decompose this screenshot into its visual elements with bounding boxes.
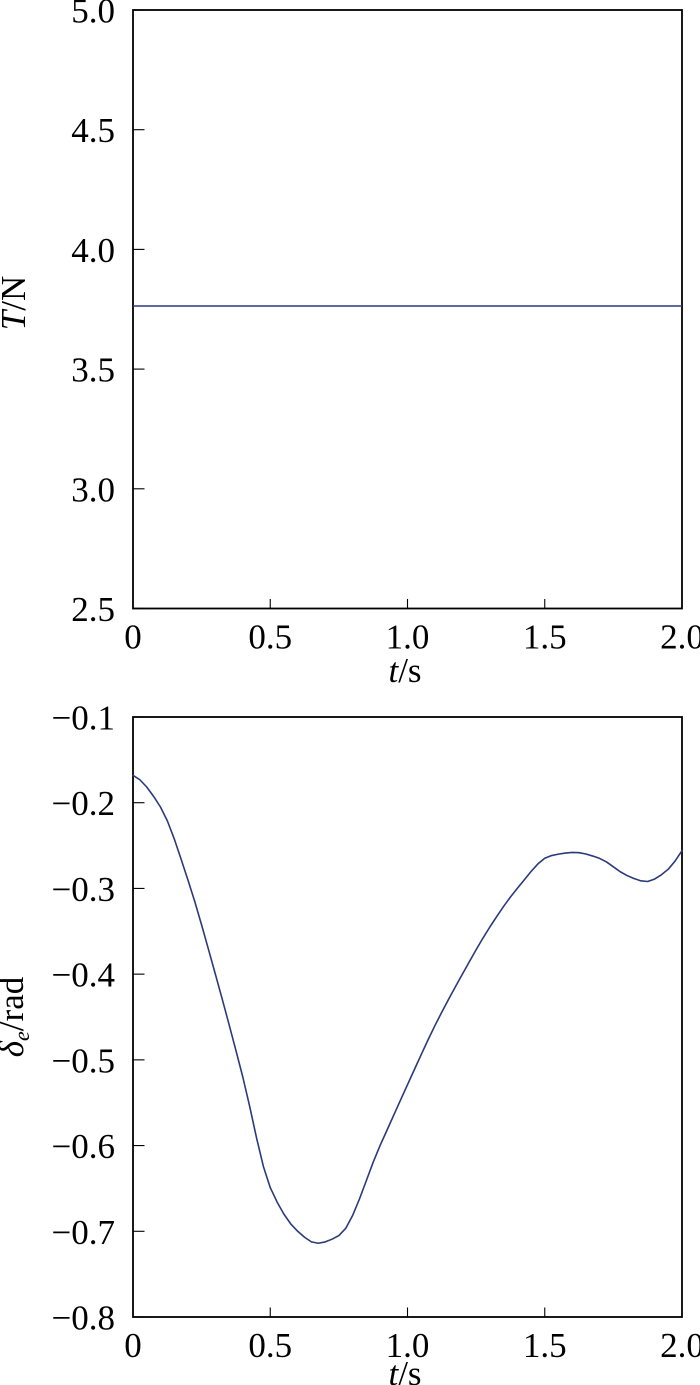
svg-text:T/N: T/N [0, 276, 33, 330]
svg-text:−0.7: −0.7 [52, 1213, 116, 1252]
svg-text:0.5: 0.5 [248, 1326, 292, 1365]
svg-text:3.5: 3.5 [71, 351, 115, 390]
svg-text:2.5: 2.5 [71, 590, 115, 629]
svg-text:−0.6: −0.6 [52, 1127, 116, 1166]
svg-text:1.5: 1.5 [523, 618, 567, 657]
svg-text:3.0: 3.0 [71, 470, 115, 509]
svg-text:−0.4: −0.4 [52, 956, 116, 995]
svg-text:1.5: 1.5 [523, 1326, 567, 1365]
svg-text:4.5: 4.5 [71, 111, 115, 150]
svg-text:δe/rad: δe/rad [0, 976, 34, 1057]
svg-text:0: 0 [124, 618, 142, 657]
svg-text:0: 0 [124, 1326, 142, 1365]
svg-text:4.0: 4.0 [71, 231, 115, 270]
svg-text:t/s: t/s [388, 1354, 421, 1385]
svg-text:0.5: 0.5 [248, 618, 292, 657]
svg-text:2.0: 2.0 [660, 1326, 700, 1365]
svg-text:t/s: t/s [388, 651, 421, 690]
svg-text:−0.3: −0.3 [52, 870, 116, 909]
svg-text:−0.5: −0.5 [52, 1041, 116, 1080]
svg-text:5.0: 5.0 [71, 0, 115, 31]
svg-text:−0.8: −0.8 [52, 1299, 116, 1338]
svg-text:2.0: 2.0 [660, 618, 700, 657]
svg-text:−0.2: −0.2 [52, 784, 116, 823]
svg-text:−0.1: −0.1 [52, 699, 116, 738]
